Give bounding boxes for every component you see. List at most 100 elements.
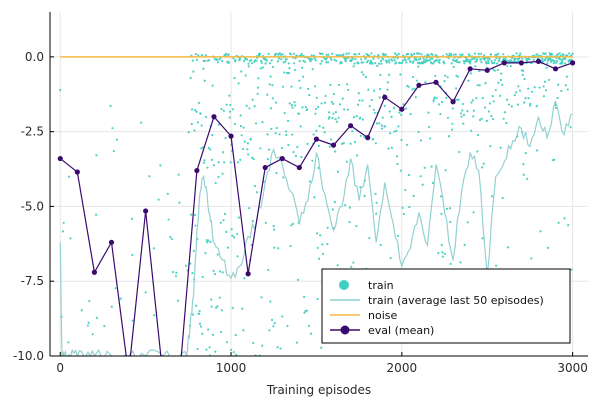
train-point: [527, 87, 530, 90]
y-tick-label: -7.5: [21, 274, 44, 288]
train-point: [332, 102, 335, 105]
train-point: [314, 112, 317, 115]
train-point: [506, 64, 509, 68]
train-point: [518, 89, 522, 92]
train-point: [177, 173, 180, 176]
train-point: [331, 208, 334, 211]
train-point: [388, 110, 391, 113]
train-point: [364, 57, 367, 60]
train-point: [483, 58, 486, 61]
train-point: [229, 348, 233, 351]
train-point: [414, 96, 417, 99]
train-point: [545, 66, 548, 69]
train-point: [309, 60, 312, 63]
train-point: [539, 230, 542, 233]
train-point: [201, 332, 204, 335]
train-point: [389, 257, 392, 260]
train-point: [395, 54, 398, 57]
train-point: [562, 54, 565, 57]
train-point: [419, 175, 422, 178]
train-point: [420, 53, 423, 56]
train-point: [375, 201, 378, 204]
train-point: [416, 52, 419, 55]
y-tick-label: 0.0: [25, 50, 44, 64]
train-point: [374, 192, 377, 195]
train-point: [286, 119, 290, 122]
train-point: [401, 59, 404, 62]
train-point: [323, 101, 327, 104]
train-point: [380, 124, 383, 127]
train-point: [268, 62, 272, 65]
train-point: [449, 220, 452, 224]
train-point: [277, 247, 280, 250]
train-point: [201, 275, 204, 279]
train-point: [510, 105, 513, 108]
train-point: [521, 69, 525, 72]
train-point: [463, 62, 466, 65]
train-point: [348, 220, 351, 224]
train-point: [216, 305, 219, 308]
eval-point: [552, 66, 559, 72]
train-point: [195, 110, 198, 113]
train-point: [191, 271, 194, 275]
train-point: [560, 89, 563, 93]
train-point: [192, 313, 195, 316]
train-point: [373, 89, 376, 92]
train-point: [197, 101, 201, 104]
train-point: [239, 114, 242, 117]
eval-point: [279, 155, 285, 162]
train-point: [528, 104, 532, 107]
train-point: [222, 219, 225, 222]
train-point: [481, 96, 484, 100]
train-point: [343, 108, 346, 111]
train-point: [348, 206, 352, 209]
train-point: [313, 85, 317, 88]
train-point: [428, 58, 431, 62]
train-point: [285, 58, 288, 61]
train-point: [378, 122, 381, 125]
train-point: [196, 347, 199, 351]
train-point: [303, 311, 306, 314]
train-point: [557, 83, 560, 86]
train-point: [61, 230, 65, 233]
train-point: [316, 232, 319, 235]
train-point: [387, 59, 390, 62]
train-point: [456, 60, 459, 63]
train-point: [217, 175, 220, 179]
train-point: [248, 206, 251, 210]
train-point: [444, 169, 447, 172]
train-point: [95, 213, 98, 216]
train-point: [530, 257, 533, 260]
train-point: [466, 110, 469, 113]
train-point: [199, 325, 203, 328]
train-point: [233, 77, 236, 80]
train-point: [463, 243, 466, 246]
train-point: [468, 58, 471, 61]
train-point: [501, 83, 504, 87]
train-point: [388, 73, 391, 76]
train-point: [246, 142, 249, 145]
train-point: [301, 106, 304, 109]
train-point: [358, 52, 361, 56]
train-point: [373, 111, 376, 115]
train-point: [479, 58, 482, 61]
train-point: [505, 121, 508, 125]
train-point: [364, 76, 368, 79]
train-point: [441, 100, 444, 104]
train-point: [284, 60, 287, 63]
legend: train train (average last 50 episodes) n…: [321, 268, 571, 344]
train-point: [313, 57, 316, 60]
train-point: [305, 309, 308, 312]
train-point: [245, 58, 249, 61]
x-tick-label: 0: [56, 361, 64, 375]
train-point: [62, 221, 65, 224]
train-point: [200, 147, 203, 150]
train-point: [131, 253, 134, 257]
train-point: [368, 236, 371, 240]
train-point: [355, 224, 358, 228]
train-point: [324, 58, 328, 61]
train-point: [209, 148, 212, 151]
train-point: [496, 69, 499, 72]
train-point: [330, 138, 333, 141]
train-point: [427, 111, 430, 114]
